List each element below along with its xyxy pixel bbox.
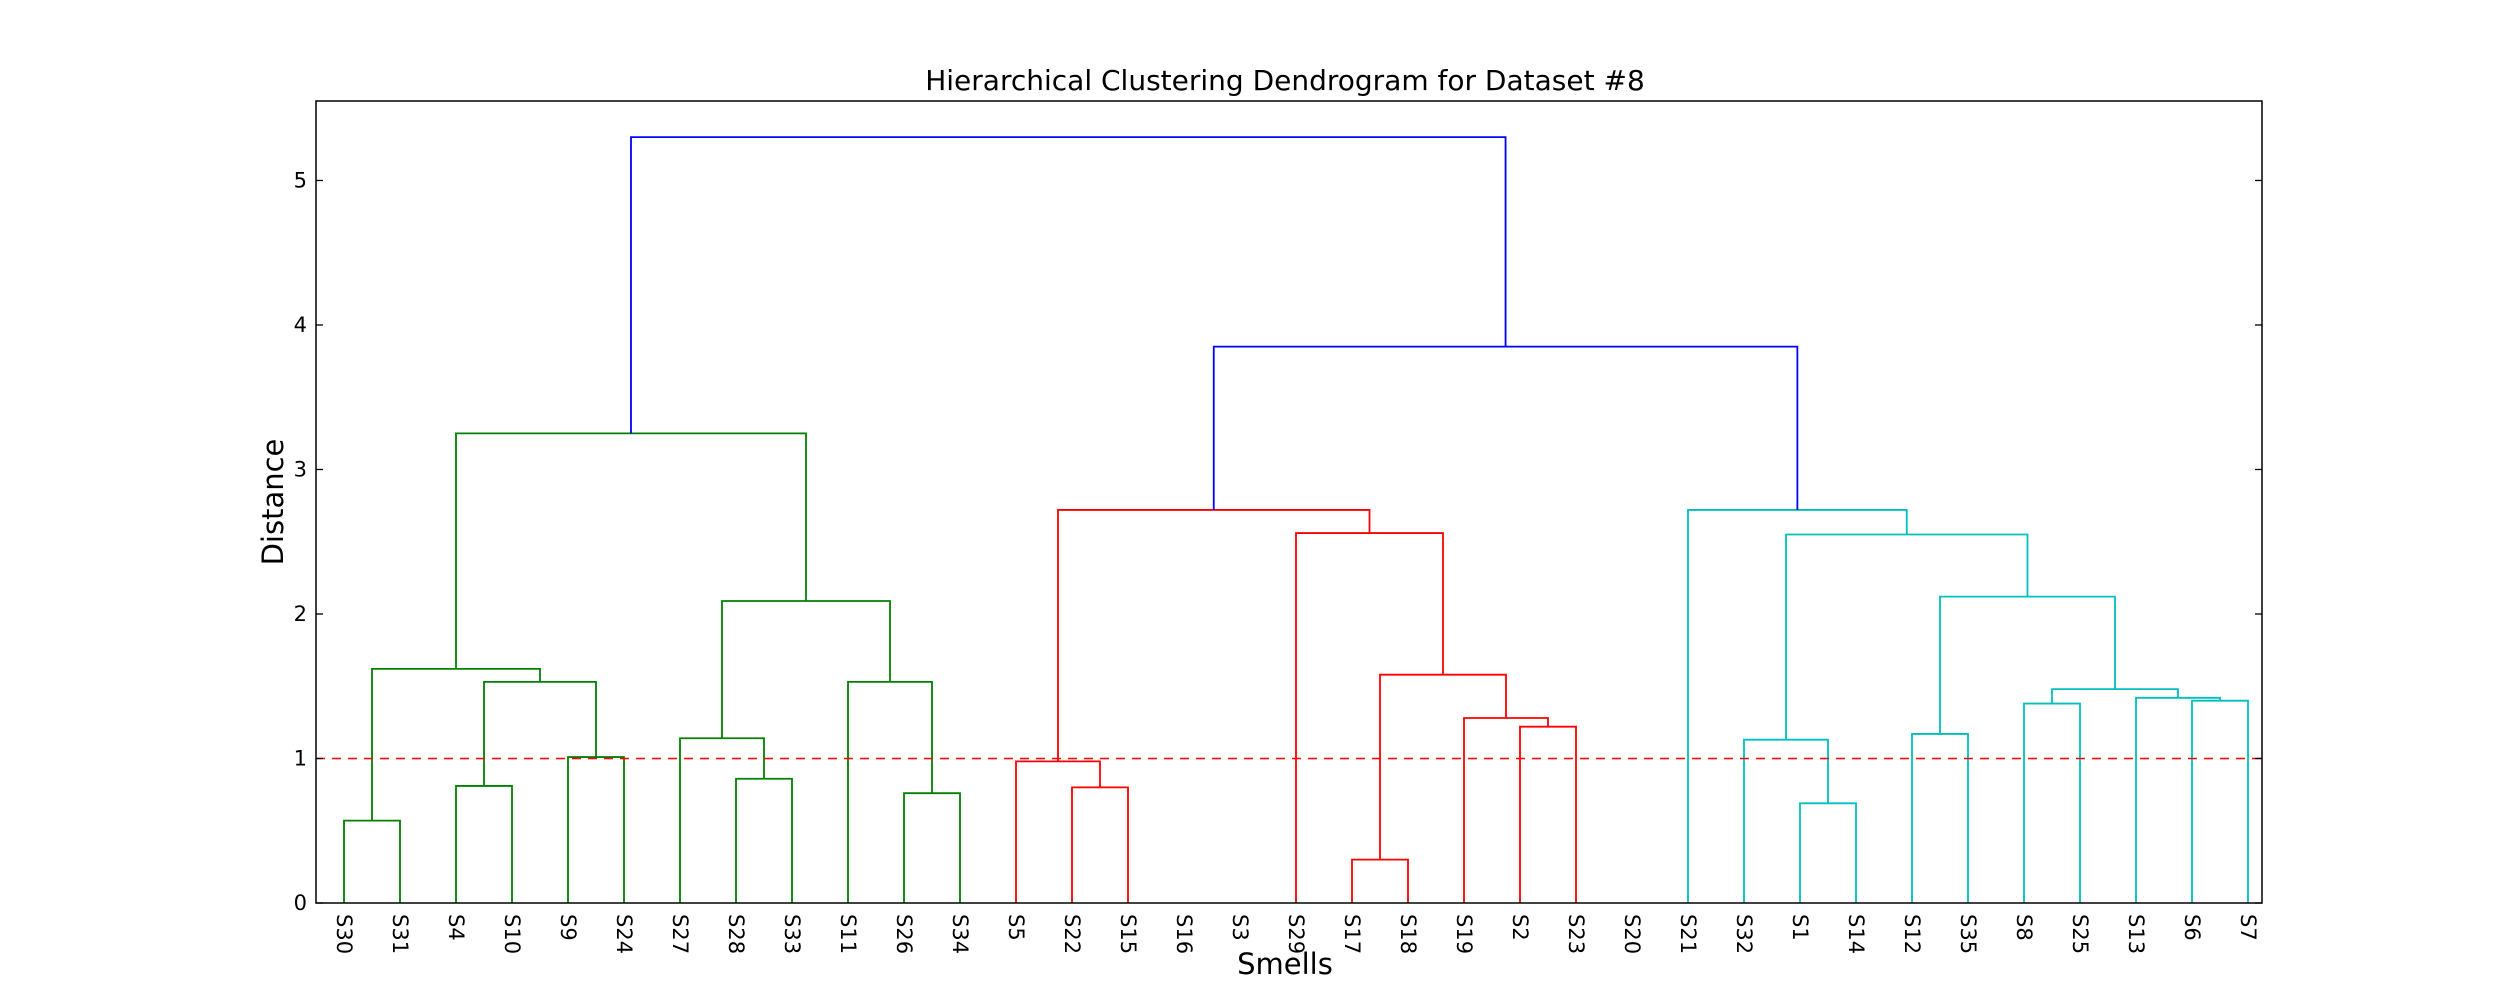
dendrogram-link-20	[1799, 802, 1857, 903]
leaf-label: S27	[668, 914, 692, 954]
dendrogram-link-7	[679, 737, 765, 903]
leaf-label: S13	[2124, 914, 2148, 954]
leaf-label: S2	[1508, 914, 1532, 941]
dendrogram-link-29	[1687, 509, 1908, 903]
leaf-label: S17	[1340, 914, 1364, 954]
dendrogram-link-21	[1743, 738, 1829, 903]
leaf-label: S29	[1284, 914, 1308, 954]
dendrogram-link-12	[1071, 786, 1129, 903]
dendrogram-link-18	[1295, 532, 1444, 903]
leaf-label: S22	[1060, 914, 1084, 954]
dendrogram-link-6	[735, 777, 793, 903]
dendrogram-link-2	[455, 785, 513, 903]
leaf-label: S35	[1956, 914, 1980, 954]
x-axis-title: Smells	[1237, 947, 1333, 981]
chart-title: Hierarchical Clustering Dendrogram for D…	[925, 64, 1645, 97]
leaf-label: S5	[1004, 914, 1028, 941]
x-axis-leaf-labels: S30 S31 S4 S10 S9 S24 S27 S28 S33 S11 S26 S34 S5 S22 S…	[332, 914, 2260, 954]
dendrogram-link-31	[630, 136, 1507, 434]
dendrogram-link-28	[1785, 533, 2029, 740]
leaf-label: S21	[1676, 914, 1700, 954]
y-tick-label: 0	[294, 891, 307, 915]
dendrogram-link-30	[1212, 345, 1799, 510]
dendrogram-link-23	[2023, 702, 2081, 903]
dendrogram-link-19	[1057, 509, 1371, 762]
dendrogram-link-24	[2191, 699, 2249, 903]
leaf-label: S8	[2012, 914, 2036, 941]
dendrogram-link-13	[1015, 760, 1101, 903]
y-tick-label: 2	[294, 602, 307, 626]
leaf-label: S31	[388, 914, 412, 954]
dendrogram-link-10	[721, 600, 891, 739]
y-axis-title: Distance	[256, 439, 290, 566]
plot-frame	[315, 100, 2263, 904]
dendrogram-link-8	[903, 792, 961, 903]
y-tick-label: 1	[294, 746, 307, 770]
leaf-label: S32	[1732, 914, 1756, 954]
leaf-label: S11	[836, 914, 860, 954]
leaf-label: S10	[500, 914, 524, 954]
y-tick-label: 5	[294, 168, 307, 192]
dendrogram-link-14	[1351, 858, 1409, 903]
dendrogram-link-3	[567, 756, 625, 903]
leaf-label: S34	[948, 914, 972, 954]
leaf-label: S9	[556, 914, 580, 941]
dendrogram-link-26	[2051, 688, 2179, 704]
leaf-label: S18	[1396, 914, 1420, 954]
leaf-label: S1	[1788, 914, 1812, 941]
y-tick-label: 4	[294, 313, 307, 337]
leaf-label: S30	[332, 914, 356, 954]
leaf-label: S6	[2180, 914, 2204, 941]
leaf-label: S23	[1564, 914, 1588, 954]
dendrogram-link-17	[1379, 673, 1507, 860]
dendrogram-link-27	[1939, 595, 2116, 734]
leaf-label: S7	[2236, 914, 2260, 941]
dendrogram-link-5	[371, 668, 541, 821]
leaf-label: S19	[1452, 914, 1476, 954]
dendrogram-link-11	[455, 432, 807, 669]
leaf-label: S20	[1620, 914, 1644, 954]
leaf-label: S33	[780, 914, 804, 954]
leaf-label: S28	[724, 914, 748, 954]
leaf-label: S24	[612, 914, 636, 954]
leaf-label: S15	[1116, 914, 1140, 954]
leaf-label: S26	[892, 914, 916, 954]
y-tick-label: 3	[294, 457, 307, 481]
leaf-label: S25	[2068, 914, 2092, 954]
leaf-label: S3	[1228, 914, 1252, 941]
dendrogram-link-25	[2135, 696, 2221, 903]
dendrogram-link-22	[1911, 733, 1969, 903]
dendrogram-link-4	[483, 681, 597, 786]
dendrogram-link-15	[1519, 725, 1577, 903]
leaf-label: S12	[1900, 914, 1924, 954]
leaf-label: S4	[444, 914, 468, 941]
dendrogram-link-16	[1463, 717, 1549, 903]
dendrogram-link-1	[343, 819, 401, 903]
leaf-label: S14	[1844, 914, 1868, 954]
y-axis: 0 1 2 3 4 5	[294, 168, 2262, 915]
leaf-label: S16	[1172, 914, 1196, 954]
dendrogram-links	[343, 136, 2249, 903]
